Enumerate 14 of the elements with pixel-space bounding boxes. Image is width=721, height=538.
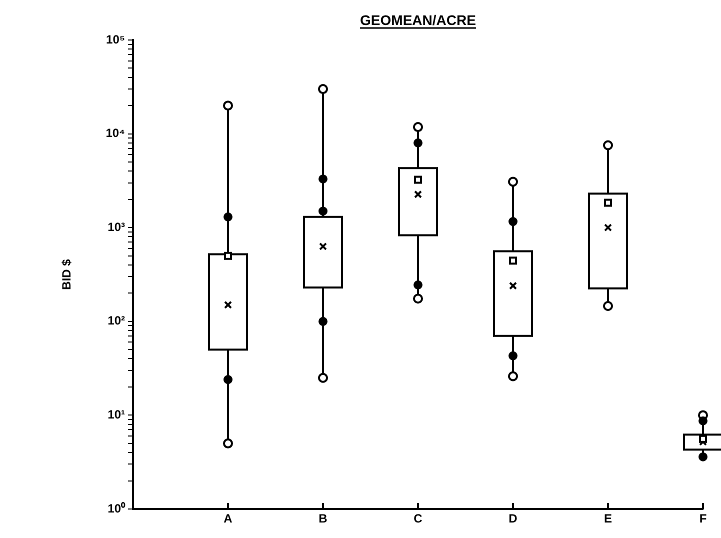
y-tick-label: 10⁵ [106, 32, 125, 46]
y-tick-label: 10¹ [108, 408, 126, 422]
y-axis-title: BID $ [60, 258, 74, 290]
x-tick-label: F [699, 512, 707, 526]
y-tick-label: 10² [108, 314, 126, 328]
y-tick-label: 10³ [108, 220, 126, 234]
x-tick-label: A [224, 512, 233, 526]
x-tick-label: B [318, 512, 328, 526]
x-tick-label: E [604, 512, 612, 526]
y-tick-label: 10⁴ [106, 126, 126, 140]
chart-title: GEOMEAN/ACRE [360, 12, 476, 28]
y-tick-label: 10⁰ [108, 501, 126, 516]
x-tick-label: D [508, 512, 518, 526]
x-tick-label: C [414, 512, 423, 526]
